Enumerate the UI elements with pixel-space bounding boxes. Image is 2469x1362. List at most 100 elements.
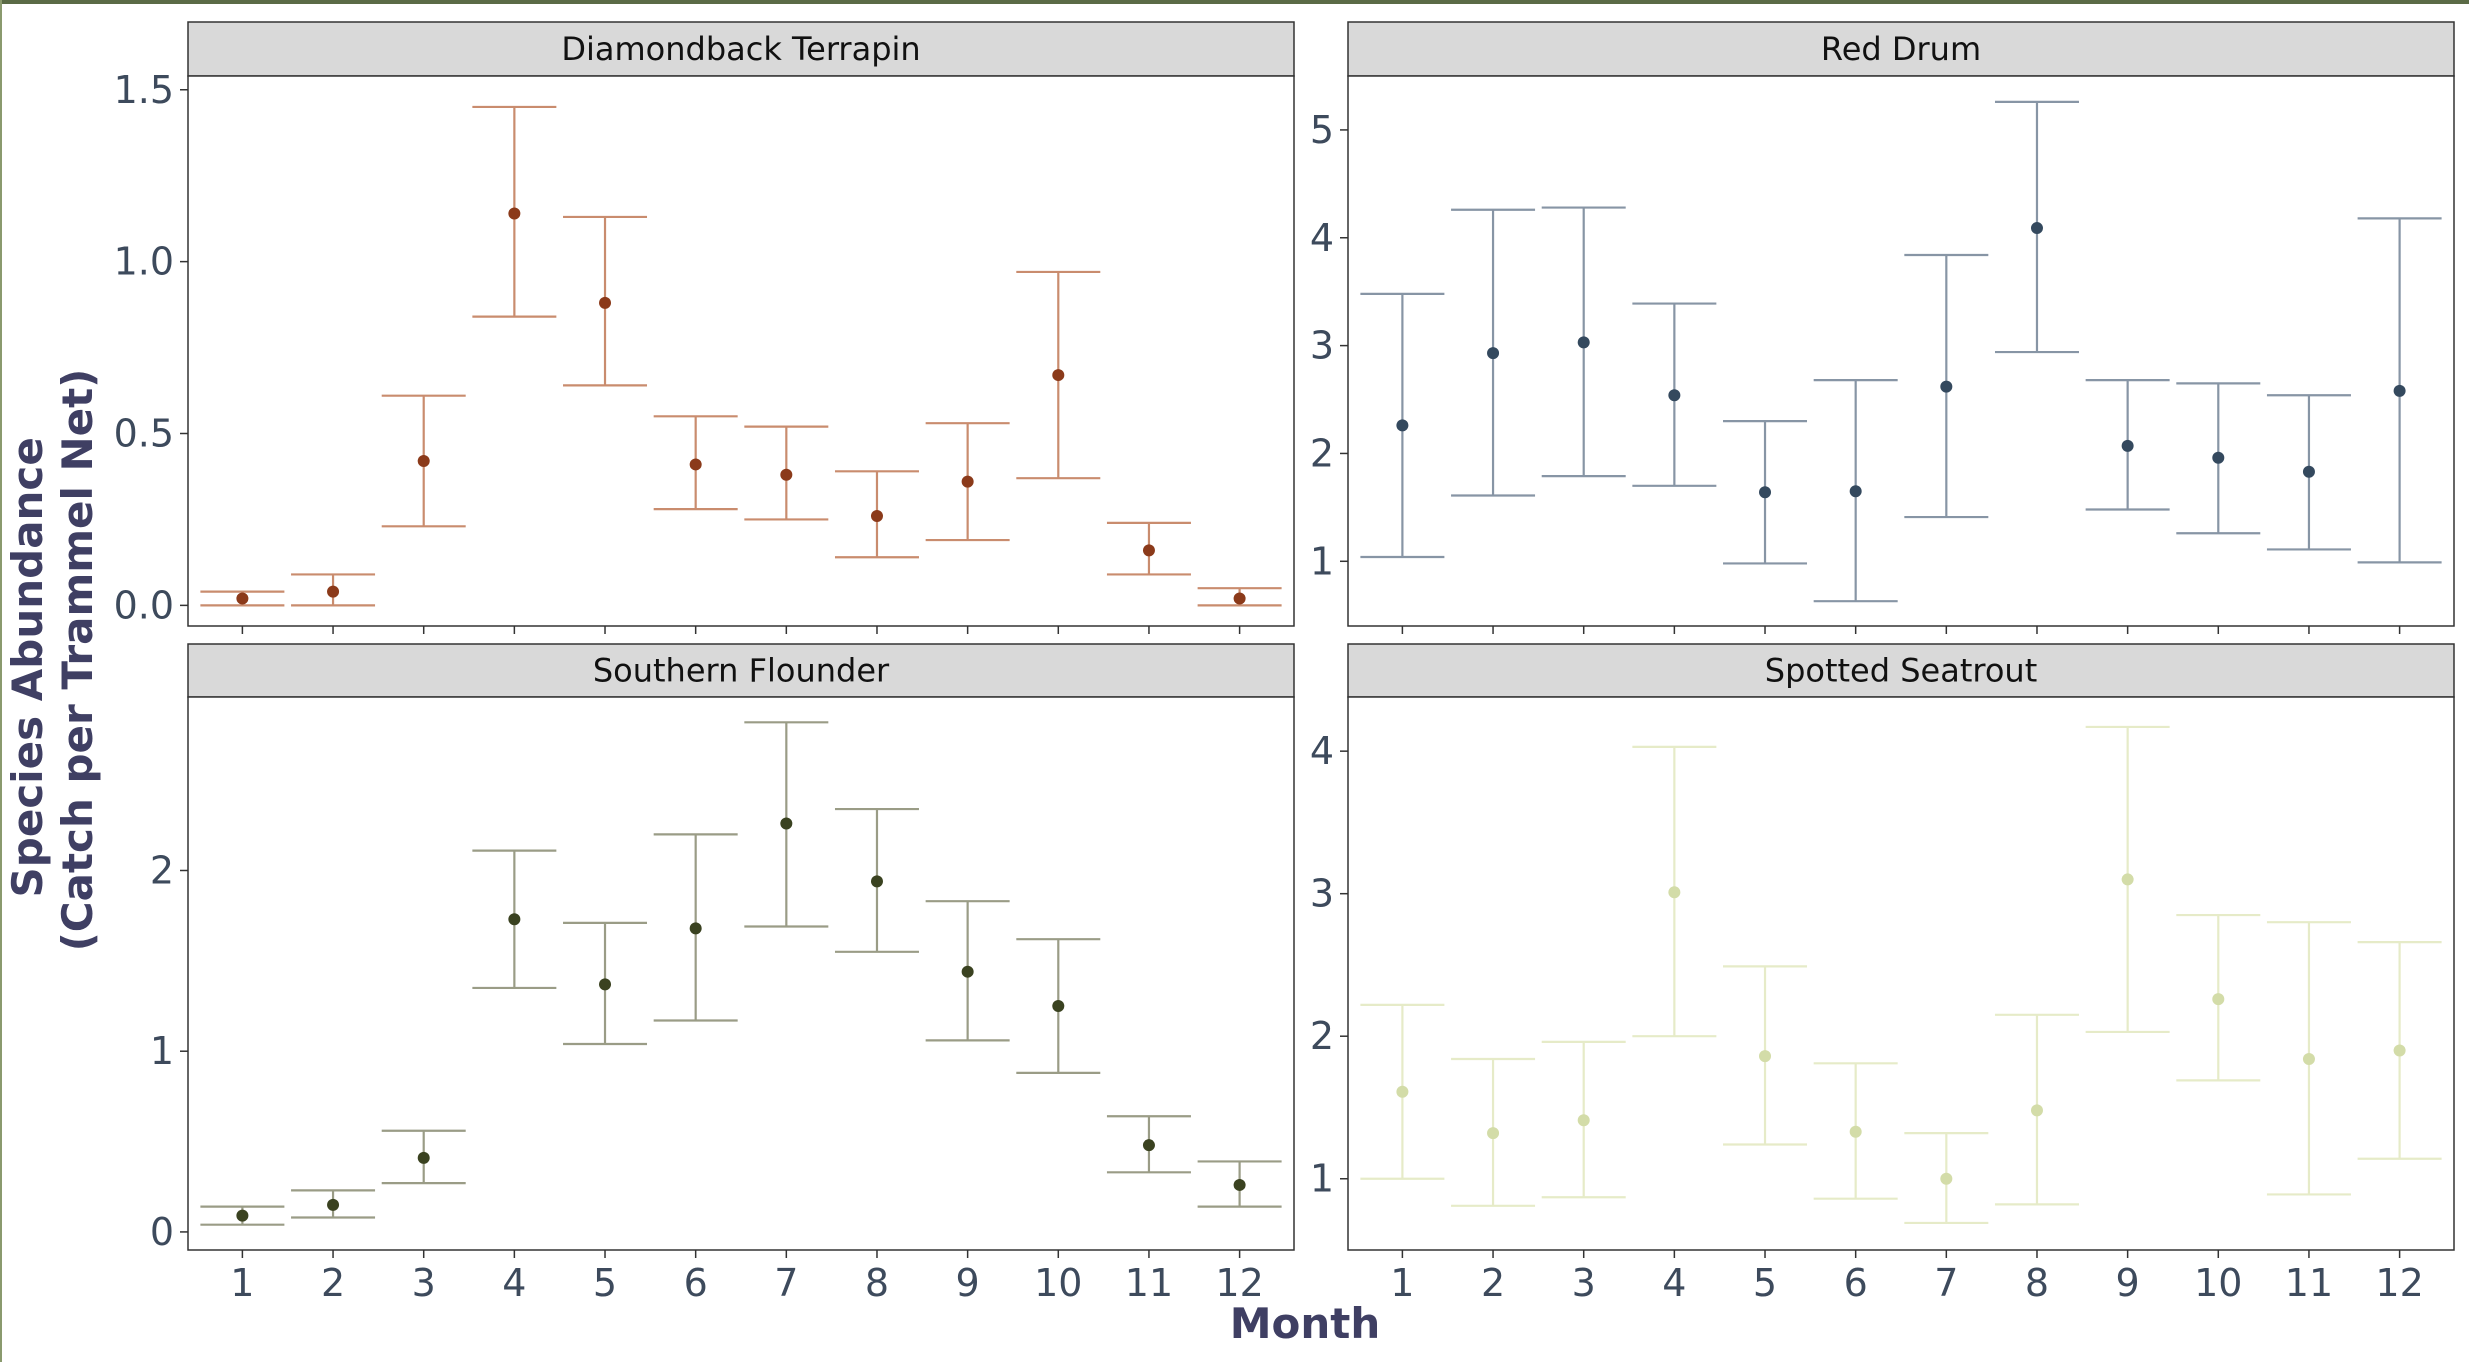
x-tick-label: 12 [2375,1261,2423,1305]
panel-strip [1347,21,2455,77]
x-tick-label: 3 [1572,1261,1596,1305]
y-axis-title-line-1: Species Abundance [3,437,52,897]
x-tick-label: 8 [865,1261,889,1305]
x-tick-label: 2 [1481,1261,1505,1305]
data-point [1396,419,1409,432]
data-point [508,913,521,926]
y-tick-label: 0.5 [114,412,174,456]
data-point [1233,592,1246,605]
data-point [2121,873,2134,886]
panel-2: Red Drum 1 2 3 4 5 [1310,21,2455,634]
panel-plot-area [1347,696,2455,1251]
data-point [1052,369,1065,382]
data-point [1487,347,1500,360]
y-tick-label: 4 [1310,729,1334,773]
panel-title: Diamondback Terrapin [561,30,920,68]
data-point [1233,1178,1246,1191]
y-tick-label: 1 [150,1029,174,1073]
data-point [236,1209,249,1222]
panel-title: Red Drum [1821,30,1981,68]
data-point [599,296,612,309]
y-axis-title-line-2: (Catch per Trammel Net) [53,369,102,952]
data-point [236,592,249,605]
y-tick-label: 3 [1310,872,1334,916]
data-point [2302,465,2315,478]
y-tick-label: 1 [1310,1157,1334,1201]
data-point [1759,486,1772,499]
data-point [2393,1044,2406,1057]
x-tick-label: 5 [1753,1261,1777,1305]
panel-strip [1347,643,2455,698]
x-tick-label: 11 [1125,1261,1173,1305]
x-tick-label: 1 [230,1261,254,1305]
data-point [508,207,521,220]
x-tick-label: 9 [956,1261,980,1305]
data-point [689,922,702,935]
data-point [1759,1050,1772,1063]
x-tick-label: 1 [1390,1261,1414,1305]
data-point [2121,439,2134,452]
left-border [0,0,2,1362]
y-axis-title: Species Abundance (Catch per Trammel Net… [3,369,102,952]
panel-plot-area [187,696,1295,1251]
data-point [870,510,883,522]
data-point [780,468,793,481]
x-tick-label: 3 [412,1261,436,1305]
data-point [327,585,340,598]
data-point [689,458,702,471]
x-tick-label: 7 [1934,1261,1958,1305]
y-tick-label: 2 [1310,431,1334,475]
y-tick-label: 1 [1310,539,1334,583]
x-tick-label: 10 [2194,1261,2242,1305]
y-tick-label: 2 [1310,1014,1334,1058]
data-point [1142,544,1155,557]
y-tick-label: 2 [150,848,174,892]
panel-title: Spotted Seatrout [1765,652,2037,690]
data-point [2212,451,2225,464]
x-tick-label: 5 [593,1261,617,1305]
y-tick-label: 3 [1310,324,1334,368]
y-tick-label: 0 [150,1210,174,1254]
y-tick-label: 1.0 [114,240,174,284]
x-tick-label: 4 [502,1261,526,1305]
x-tick-label: 9 [2116,1261,2140,1305]
data-point [961,965,974,978]
data-point [417,1151,430,1164]
data-point [1577,336,1590,349]
x-tick-label: 7 [774,1261,798,1305]
panel-strip [187,643,1295,698]
data-point [1849,1125,1862,1138]
panel-strip [187,21,1295,77]
data-point [599,978,612,991]
data-point [780,817,793,830]
x-tick-label: 6 [684,1261,708,1305]
data-point [1668,886,1681,899]
x-axis-title: Month [1230,1299,1381,1348]
data-point [1940,380,1953,393]
data-point [1940,1172,1953,1185]
x-tick-label: 2 [321,1261,345,1305]
x-tick-label: 11 [2285,1261,2333,1305]
y-tick-label: 0.0 [114,583,174,627]
panels-layer: Diamondback Terrapin 0.0 0.5 1.0 1.5 Red Drum… [114,21,2455,1305]
data-point [1396,1085,1409,1098]
x-tick-label: 10 [1034,1261,1082,1305]
data-point [2030,222,2043,235]
panel-1: Diamondback Terrapin 0.0 0.5 1.0 1.5 [114,21,1295,634]
data-point [1052,1000,1065,1013]
data-point [327,1198,340,1211]
x-tick-label: 12 [1215,1261,1263,1305]
top-border [0,0,2469,4]
panel-plot-area [187,75,1295,627]
panel-plot-area [1347,75,2455,627]
data-point [1668,389,1681,402]
data-point [2302,1053,2315,1066]
data-point [961,475,974,488]
y-tick-label: 4 [1310,216,1334,260]
data-point [417,455,430,467]
y-tick-label: 5 [1310,108,1334,152]
data-point [2212,993,2225,1006]
